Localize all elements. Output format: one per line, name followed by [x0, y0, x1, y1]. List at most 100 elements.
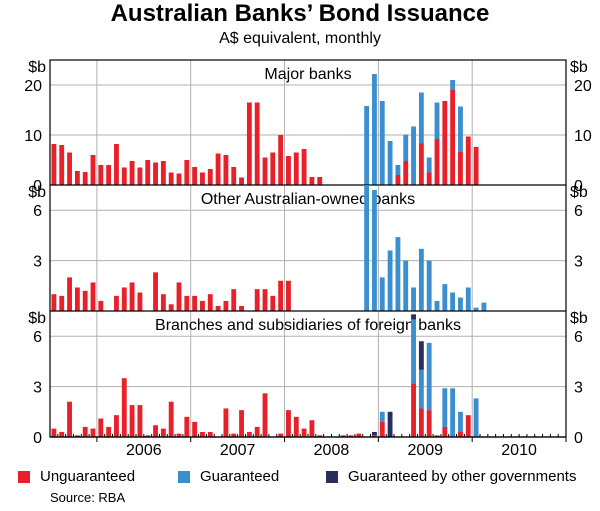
bar-unguaranteed	[59, 295, 65, 311]
bar-guaranteed	[418, 248, 424, 311]
y-tick-label-left: 6	[33, 329, 42, 346]
bar-guaranteed	[387, 250, 393, 311]
x-tick-label: 2008	[314, 442, 350, 459]
bar-unguaranteed	[223, 408, 229, 437]
bar-guaranteed	[473, 307, 479, 311]
y-tick-label-right: 6	[574, 203, 583, 220]
y-tick-label-right: 10	[574, 128, 592, 145]
bar-unguaranteed	[114, 144, 119, 185]
bar-unguaranteed	[309, 420, 315, 437]
bar-unguaranteed	[192, 295, 198, 311]
bar-unguaranteed	[356, 433, 362, 437]
bar-unguaranteed	[192, 421, 198, 437]
y-tick-label-left: 3	[33, 380, 42, 397]
y-tick-label-right: 3	[574, 380, 583, 397]
bar-guaranteed	[411, 319, 416, 384]
bar-unguaranteed	[450, 90, 456, 185]
bar-unguaranteed	[301, 428, 307, 437]
bar-guaranteed	[403, 260, 409, 311]
bar-unguaranteed	[223, 300, 229, 311]
bar-unguaranteed	[200, 431, 205, 437]
bar-unguaranteed	[286, 410, 291, 437]
bar-unguaranteed	[82, 172, 88, 185]
bar-guaranteed	[458, 411, 463, 432]
bar-guaranteed	[372, 74, 377, 185]
bar-guaranteed	[458, 106, 463, 152]
bar-unguaranteed	[98, 300, 104, 311]
bar-guaranteed	[395, 165, 401, 175]
bar-unguaranteed	[51, 294, 57, 311]
bar-unguaranteed	[98, 418, 104, 437]
bar-guaranteed	[387, 141, 393, 185]
legend-item-other-governments: Guaranteed by other governments	[326, 468, 576, 485]
bar-other-governments	[418, 341, 424, 370]
y-tick-label-right: 3	[574, 254, 583, 271]
bar-unguaranteed	[137, 292, 143, 311]
bar-unguaranteed	[160, 428, 166, 437]
bar-unguaranteed	[246, 431, 252, 437]
bar-unguaranteed	[278, 280, 284, 311]
bar-unguaranteed	[129, 161, 135, 185]
bar-unguaranteed	[129, 405, 135, 437]
bar-unguaranteed	[160, 294, 166, 311]
bar-unguaranteed	[98, 165, 104, 185]
bar-unguaranteed	[67, 277, 72, 311]
bar-unguaranteed	[176, 282, 182, 311]
bar-unguaranteed	[145, 435, 151, 437]
legend-label-guaranteed: Guaranteed	[200, 468, 280, 485]
y-tick-label-left: 20	[24, 78, 42, 95]
legend-swatch-guaranteed	[178, 470, 190, 483]
bar-unguaranteed	[301, 149, 307, 185]
bar-unguaranteed	[286, 280, 291, 311]
bar-unguaranteed	[426, 410, 432, 437]
bar-guaranteed	[379, 411, 385, 422]
bar-unguaranteed	[270, 152, 276, 185]
bar-unguaranteed	[106, 165, 112, 185]
y-tick-label-left: 10	[24, 128, 42, 145]
y-tick-label-right: 0	[574, 178, 583, 195]
bar-unguaranteed	[262, 393, 268, 437]
bar-unguaranteed	[223, 155, 229, 185]
bar-other-governments	[411, 314, 416, 320]
unit-label-right: $b	[570, 59, 588, 76]
bar-unguaranteed	[90, 155, 96, 185]
bar-other-governments	[372, 431, 377, 436]
unit-label-left: $b	[28, 59, 46, 76]
bar-unguaranteed	[90, 282, 96, 311]
bar-unguaranteed	[160, 161, 166, 185]
bar-guaranteed	[442, 284, 448, 311]
bar-unguaranteed	[246, 102, 252, 185]
bar-unguaranteed	[473, 147, 479, 185]
bar-unguaranteed	[465, 415, 471, 437]
bar-unguaranteed	[286, 156, 291, 185]
bar-unguaranteed	[153, 425, 158, 437]
bar-unguaranteed	[270, 295, 276, 311]
bar-unguaranteed	[207, 294, 213, 311]
bar-unguaranteed	[168, 401, 174, 437]
bar-guaranteed	[403, 134, 409, 161]
bar-guaranteed	[434, 102, 440, 139]
bar-unguaranteed	[418, 408, 424, 437]
legend-item-unguaranteed: Unguaranteed	[18, 468, 135, 485]
bar-guaranteed	[458, 297, 463, 311]
bar-unguaranteed	[121, 378, 127, 437]
y-tick-label-right: 20	[574, 78, 592, 95]
y-tick-label-left: 3	[33, 254, 42, 271]
bar-guaranteed	[450, 292, 456, 311]
bar-unguaranteed	[458, 152, 463, 185]
bar-guaranteed	[395, 237, 401, 311]
bar-unguaranteed	[379, 421, 385, 437]
bar-unguaranteed	[231, 289, 237, 311]
bar-unguaranteed	[348, 435, 354, 437]
bar-unguaranteed	[239, 305, 244, 311]
bar-unguaranteed	[465, 136, 471, 185]
x-tick-label: 2007	[220, 442, 256, 459]
bar-unguaranteed	[372, 435, 377, 437]
legend-swatch-other-governments	[326, 470, 338, 483]
bar-guaranteed	[418, 92, 424, 144]
legend-label-unguaranteed: Unguaranteed	[40, 468, 136, 485]
bar-guaranteed	[411, 126, 416, 185]
bar-unguaranteed	[239, 410, 244, 437]
bar-unguaranteed	[239, 177, 244, 185]
